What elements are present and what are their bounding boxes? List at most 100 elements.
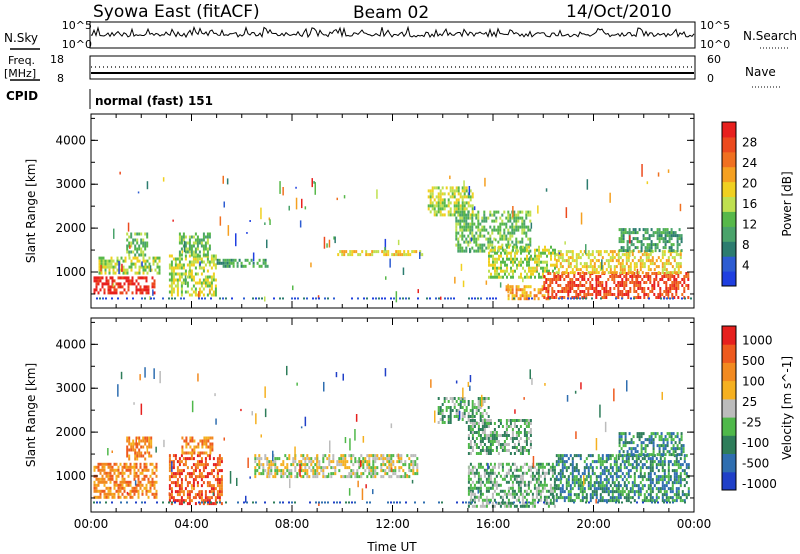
velocity-colorbar-label: Velocity [m s^-1] [780,356,794,460]
power-colorbar-swatch [722,271,736,287]
velocity-colorbar-tick: -500 [742,456,769,470]
date-label: 14/Oct/2010 [566,2,672,22]
nave-tick-top: 60 [707,53,721,66]
freq-label: Freq. [8,54,35,67]
power-colorbar-swatch [722,256,736,272]
freq-unit-label: [MHz] [4,67,36,80]
nsky-label: N.Sky [4,31,38,45]
power-y-tick-label: 2000 [55,221,86,235]
nave-tick-bottom: 0 [707,72,714,85]
nave-label: Nave [745,65,776,79]
power-colorbar-swatch [722,151,736,168]
velocity-y-tick-label: 2000 [55,425,86,439]
noise-tick-bottom-right: 10^0 [700,38,730,51]
power-y-tick-label: 4000 [55,133,86,147]
velocity-colorbar-tick: -1000 [742,477,777,491]
noise-tick-top-right: 10^5 [700,19,730,32]
velocity-colorbar: 1000 500 100 25 -25 -100 -500 -1000 Velocity [m … [721,325,794,491]
freq-tick-top: 18 [50,53,64,66]
power-colorbar-swatch [722,181,736,197]
power-panel: 1000 2000 3000 4000 Slant Range [km] 4 8 12 16 20… [24,113,794,309]
velocity-region-3 [181,436,214,455]
velocity-colorbar-swatch [722,453,736,473]
velocity-region-5 [437,397,490,424]
power-colorbar-swatch [722,226,736,242]
velocity-colorbar-swatch [722,435,736,454]
x-tick-label: 00:00 [74,517,109,531]
power-colorbar-tick: 24 [742,156,757,170]
power-colorbar-tick: 16 [742,197,757,211]
velocity-colorbar-tick: 100 [742,374,765,388]
beam-label: Beam 02 [353,3,429,23]
x-tick-label: 00:00 [677,517,712,531]
velocity-colorbar-tick: 25 [742,395,757,409]
power-colorbar-tick: 20 [742,177,757,191]
power-colorbar-swatch [722,211,736,227]
x-tick-label: 16:00 [476,517,511,531]
noise-tick-top-left: 10^5 [62,19,92,32]
velocity-colorbar-tick: -100 [742,436,769,450]
power-region-4 [178,232,211,257]
power-region-11 [543,272,690,299]
power-region-8 [455,210,532,253]
power-y-axis-label: Slant Range [km] [24,159,38,263]
velocity-y-tick-label: 1000 [55,469,86,483]
velocity-region-1 [126,436,153,461]
time-axis-labels: 00:00 04:00 08:00 12:00 16:00 20:00 00:00 [74,517,712,531]
power-region-9 [488,245,556,279]
x-axis-label: Time UT [366,540,417,554]
power-colorbar-tick: 28 [742,136,757,150]
x-tick-label: 12:00 [375,517,410,531]
power-plot-frame [90,113,695,309]
power-colorbar-tick: 12 [742,218,757,232]
velocity-colorbar-tick: 1000 [742,333,773,347]
station-title: Syowa East (fitACF) [93,2,260,22]
velocity-y-tick-label: 4000 [55,337,86,351]
velocity-plot-frame [90,317,695,513]
velocity-colorbar-swatch [722,344,736,363]
velocity-colorbar-swatch [722,471,736,491]
velocity-y-tick-label: 3000 [55,381,86,395]
power-region-12 [555,250,682,275]
velocity-colorbar-swatch [722,380,736,400]
nsearch-label: N.Search [743,29,797,43]
freq-tick-bottom: 8 [57,72,64,85]
velocity-colorbar-tick: -25 [742,415,762,429]
velocity-region-7 [467,462,556,508]
velocity-region-8 [555,454,690,503]
velocity-colorbar-swatch [722,417,736,436]
velocity-region-6 [467,419,532,455]
power-region-5 [216,258,269,268]
velocity-region-0 [93,462,158,499]
velocity-region-9 [618,432,685,457]
power-colorbar-swatch [722,122,736,138]
velocity-y-axis-label: Slant Range [km] [24,363,38,467]
x-tick-label: 20:00 [576,517,611,531]
noise-tick-bottom-left: 10^0 [62,38,92,51]
velocity-scatter-streaks [93,365,686,506]
frequency-panel: 18 8 60 0 Freq. [MHz] Nave [4,53,780,88]
power-colorbar-tick: 8 [742,238,750,252]
cpid-value: normal (fast) 151 [95,94,213,108]
power-colorbar-label: Power [dB] [780,171,794,236]
power-colorbar-swatch [722,136,736,153]
power-region-0 [93,276,156,295]
power-colorbar-swatch [722,241,736,257]
velocity-colorbar-swatch [722,326,736,345]
power-colorbar-tick: 4 [742,259,750,273]
power-y-tick-label: 1000 [55,265,86,279]
power-colorbar-swatch [722,166,736,183]
power-region-6 [337,250,424,257]
power-region-2 [126,232,149,257]
power-scatter-streaks [96,164,692,303]
velocity-colorbar-swatch [722,362,736,382]
x-tick-label: 04:00 [174,517,209,531]
velocity-colorbar-tick: 500 [742,354,765,368]
power-y-tick-label: 3000 [55,177,86,191]
velocity-region-4 [254,454,419,479]
power-colorbar-swatch [722,196,736,212]
power-colorbar: 4 8 12 16 20 24 28 Power [dB] [721,121,794,287]
velocity-colorbar-swatch [722,398,736,418]
